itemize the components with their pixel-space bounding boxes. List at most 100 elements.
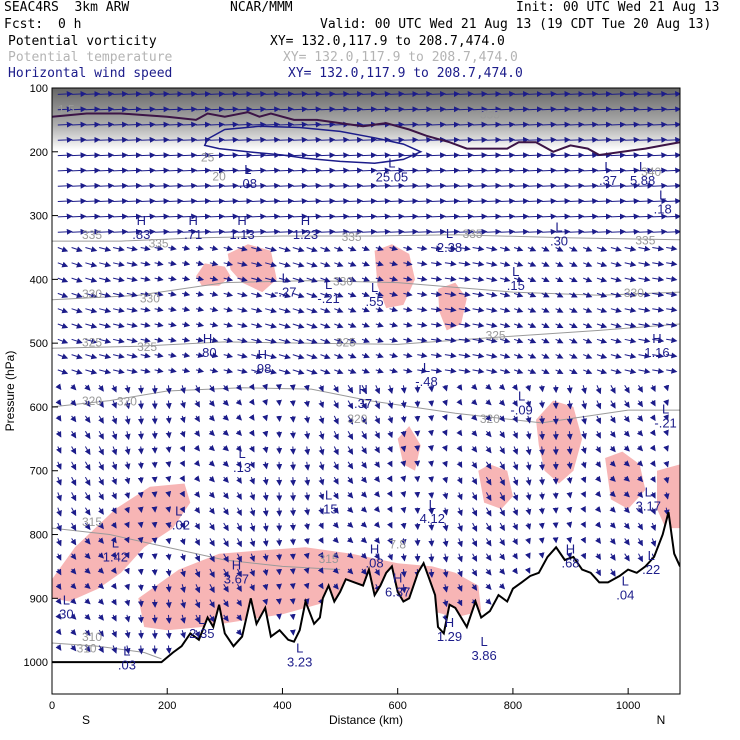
wind-vector-231: [140, 228, 156, 235]
wind-vector-1250: [555, 246, 564, 252]
wind-vector-242: [138, 400, 144, 410]
wind-vector-1476: [652, 367, 665, 374]
wind-vector-477: [237, 121, 253, 128]
wind-vector-100: [84, 492, 91, 501]
wind-vector-509: [235, 614, 242, 622]
wind-vector-1412: [624, 337, 637, 344]
extremum-letter-10: H: [301, 213, 310, 228]
wind-vector-1403: [624, 198, 640, 205]
y-tick-600: 600: [30, 402, 48, 414]
wind-vector-973: [428, 553, 435, 563]
wind-vector-1155: [513, 245, 524, 252]
wind-vector-956: [431, 291, 443, 298]
wind-vector-770: [347, 400, 354, 410]
wind-vector-1162: [513, 353, 524, 359]
extremum-value-6: 3.23: [287, 655, 312, 670]
wind-vector-1335: [596, 136, 612, 143]
wind-vector-407: [209, 121, 225, 128]
wind-vector-1089: [486, 261, 498, 267]
wind-vector-439: [208, 614, 215, 623]
wind-vector-890: [403, 275, 413, 282]
wind-vector-249: [137, 506, 144, 513]
wind-vector-317: [165, 415, 172, 424]
wind-vector-1125: [500, 291, 511, 298]
wind-vector-1212: [541, 136, 557, 143]
wind-vector-469: [223, 538, 229, 548]
wind-vector-118: [99, 198, 115, 205]
wind-vector-577: [262, 598, 269, 606]
wind-vector-382: [195, 290, 205, 297]
wind-vector-624: [292, 261, 305, 268]
wind-vector-556: [265, 276, 277, 283]
wind-vector-1387: [609, 445, 616, 453]
wind-vector-429: [208, 460, 215, 467]
wind-vector-470: [223, 553, 229, 563]
wind-vector-315: [165, 385, 172, 395]
wind-vector-1486: [650, 522, 657, 532]
wind-vector-1229: [538, 400, 545, 409]
wind-vector-1441: [638, 306, 651, 313]
wind-vector-1365: [610, 106, 626, 113]
wind-vector-706: [318, 446, 325, 456]
wind-vector-1341: [596, 228, 612, 235]
wind-vector-91: [85, 353, 98, 360]
wind-vector-335: [182, 121, 198, 128]
wind-vector-921: [417, 245, 428, 252]
extremum-letter-34: L: [659, 188, 666, 203]
wind-vector-594: [278, 338, 291, 345]
wind-vector-626: [292, 292, 305, 299]
wind-vector-145: [97, 614, 104, 621]
wind-vector-912: [417, 106, 433, 113]
wind-vector-1128: [500, 337, 511, 344]
wind-vector-1421: [623, 475, 630, 482]
wind-vector-144: [97, 598, 104, 605]
extremum-value-15: .98: [253, 361, 271, 376]
wind-vector-709: [318, 492, 325, 501]
wind-vector-676: [304, 507, 311, 516]
wind-vector-134: [98, 446, 104, 456]
contour-label-2: 25: [201, 150, 215, 164]
wind-vector-331: [165, 630, 172, 640]
wind-vector-1099: [485, 414, 492, 422]
wind-vector-1327: [580, 491, 586, 498]
wind-vector-988: [444, 291, 457, 298]
wind-vector-871: [386, 460, 393, 468]
wind-vector-29: [56, 538, 62, 547]
wind-vector-1028: [458, 367, 471, 374]
wind-vector-1464: [652, 182, 668, 189]
wind-vector-1492: [666, 136, 680, 143]
wind-vector-616: [292, 136, 308, 143]
wind-vector-1165: [512, 400, 518, 407]
wind-vector-537: [249, 492, 256, 501]
wind-vector-1265: [552, 477, 559, 485]
wind-vector-1472: [652, 306, 665, 313]
wind-vector-435: [209, 553, 215, 563]
wind-vector-267: [154, 213, 170, 220]
wind-vector-121: [99, 246, 112, 253]
wind-vector-1509: [663, 399, 669, 406]
wind-vector-1214: [541, 167, 557, 174]
wind-vector-1260: [552, 400, 559, 410]
wind-vector-1267: [552, 507, 559, 514]
wind-vector-377: [195, 213, 211, 220]
wind-vector-1425: [623, 538, 630, 546]
wind-vector-915: [417, 152, 433, 159]
extremum-value-25: 2.38: [437, 240, 462, 255]
wind-vector-255: [137, 599, 144, 608]
wind-vector-1090: [486, 276, 498, 283]
wind-vector-963: [428, 400, 435, 407]
wind-vector-1512: [663, 445, 669, 452]
wind-vector-1427: [638, 91, 654, 98]
wind-vector-153: [113, 167, 129, 174]
wind-vector-960: [431, 352, 443, 359]
wind-vector-576: [262, 583, 269, 591]
wind-vector-364: [180, 568, 186, 578]
y-tick-1000: 1000: [24, 657, 48, 669]
wind-speed-contour: [203, 125, 423, 165]
wind-vector-297: [168, 106, 184, 113]
wind-vector-1049: [472, 167, 488, 174]
wind-vector-406: [209, 106, 225, 113]
wind-vector-1359: [594, 506, 602, 513]
wind-vector-807: [360, 476, 367, 484]
wind-vector-5: [57, 167, 73, 174]
